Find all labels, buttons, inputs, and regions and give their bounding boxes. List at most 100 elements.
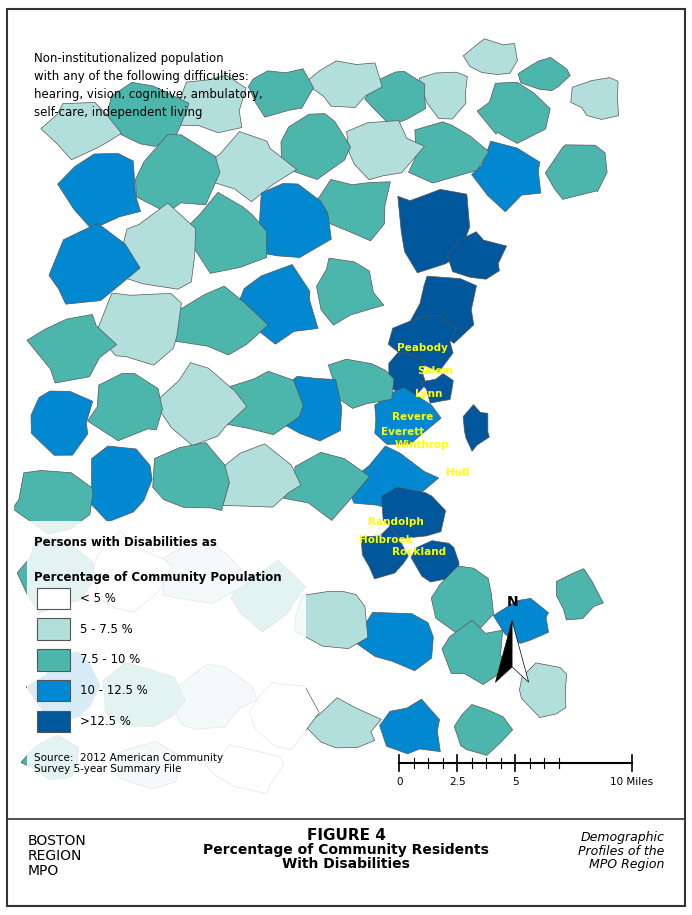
Text: 10 Miles: 10 Miles [610,777,653,787]
Polygon shape [361,526,408,579]
Polygon shape [328,360,394,408]
Text: Non-institutionalized population
with any of the following difficulties:
hearing: Non-institutionalized population with an… [34,52,262,119]
Polygon shape [463,38,518,74]
Text: Randolph: Randolph [368,517,424,527]
Polygon shape [518,58,570,91]
Text: 5 - 7.5 %: 5 - 7.5 % [80,623,133,636]
Polygon shape [380,699,440,754]
Polygon shape [158,286,268,355]
Polygon shape [89,446,152,522]
Polygon shape [463,404,489,451]
Polygon shape [260,184,331,257]
Text: REGION: REGION [28,849,82,863]
Polygon shape [316,258,384,325]
Polygon shape [389,352,426,395]
Polygon shape [493,598,549,643]
Polygon shape [113,203,196,289]
Polygon shape [420,373,453,404]
Polygon shape [21,736,79,780]
Polygon shape [295,591,368,649]
Text: FIGURE 4: FIGURE 4 [307,828,385,843]
Polygon shape [27,315,117,383]
Polygon shape [102,662,185,727]
Polygon shape [477,82,550,144]
Text: Lynn: Lynn [415,389,443,399]
Polygon shape [179,75,246,133]
Text: MPO Region: MPO Region [589,858,664,871]
Text: 0: 0 [396,777,402,787]
Polygon shape [154,362,247,446]
Polygon shape [203,132,297,201]
Text: < 5 %: < 5 % [80,592,116,605]
Bar [37,649,71,671]
Polygon shape [231,560,306,632]
Text: 7.5 - 10 %: 7.5 - 10 % [80,653,140,666]
Text: Salem: Salem [417,366,454,376]
Polygon shape [545,145,607,199]
Polygon shape [409,276,477,343]
Polygon shape [472,141,540,211]
Polygon shape [167,663,257,729]
Polygon shape [26,651,100,722]
Polygon shape [57,154,140,230]
Text: Rockland: Rockland [392,546,446,556]
Text: With Disabilities: With Disabilities [282,857,410,871]
Polygon shape [305,698,381,748]
Text: Peabody: Peabody [397,343,448,353]
Text: >12.5 %: >12.5 % [80,715,131,728]
Text: MPO: MPO [28,864,59,877]
Bar [37,680,71,702]
Polygon shape [556,568,603,619]
Text: 5: 5 [512,777,519,787]
Text: Profiles of the: Profiles of the [578,845,664,857]
Polygon shape [248,69,313,117]
Text: Persons with Disabilities as: Persons with Disabilities as [34,536,217,549]
Text: BOSTON: BOSTON [28,834,86,848]
Text: Percentage of Community Population: Percentage of Community Population [34,571,282,584]
Polygon shape [205,745,284,794]
Polygon shape [41,102,122,160]
Text: Hull: Hull [446,468,469,479]
Polygon shape [49,223,140,304]
Polygon shape [398,189,470,273]
Text: Holbrook: Holbrook [359,535,412,545]
Polygon shape [183,192,266,274]
Polygon shape [235,264,318,344]
Polygon shape [153,443,229,511]
Text: 10 - 12.5 %: 10 - 12.5 % [80,684,148,697]
Polygon shape [213,371,303,435]
Polygon shape [312,179,390,241]
Polygon shape [88,373,163,441]
Polygon shape [411,541,459,582]
Bar [37,619,71,640]
Polygon shape [454,705,513,756]
Polygon shape [304,61,382,107]
Polygon shape [375,387,441,445]
Polygon shape [278,376,342,441]
Polygon shape [17,536,94,613]
Text: N: N [507,595,518,609]
Text: Revere: Revere [392,412,433,422]
Polygon shape [442,620,511,684]
Bar [37,711,71,732]
Polygon shape [520,663,567,717]
Polygon shape [408,122,489,183]
Polygon shape [222,444,301,507]
Text: Percentage of Community Residents: Percentage of Community Residents [203,843,489,856]
Polygon shape [249,683,319,749]
Polygon shape [365,71,426,125]
Polygon shape [431,566,493,634]
Polygon shape [447,231,507,279]
Polygon shape [284,452,370,521]
Bar [27,521,306,798]
Polygon shape [388,316,456,371]
Polygon shape [108,82,189,146]
Polygon shape [96,293,181,365]
Polygon shape [354,612,433,671]
Polygon shape [381,487,446,539]
Polygon shape [31,391,93,456]
Polygon shape [93,531,172,612]
Polygon shape [12,470,93,533]
Polygon shape [512,620,529,683]
Text: Demographic: Demographic [581,831,664,844]
